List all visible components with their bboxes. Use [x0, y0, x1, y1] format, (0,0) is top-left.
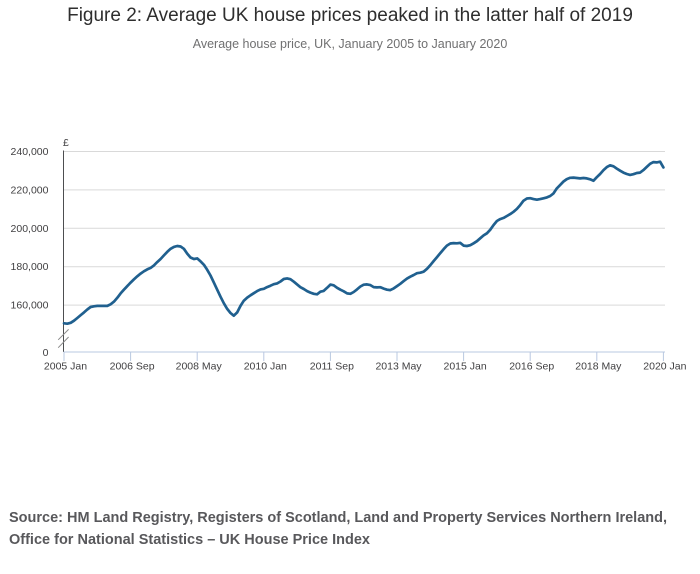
svg-text:180,000: 180,000 [11, 261, 49, 273]
svg-text:240,000: 240,000 [11, 146, 49, 158]
svg-text:220,000: 220,000 [11, 184, 49, 196]
svg-text:2015 Jan: 2015 Jan [443, 361, 486, 373]
svg-text:160,000: 160,000 [11, 300, 49, 312]
svg-text:2005 Jan: 2005 Jan [44, 361, 87, 373]
svg-text:2006 Sep: 2006 Sep [110, 361, 155, 373]
svg-text:2016 Sep: 2016 Sep [509, 361, 554, 373]
svg-text:2011 Sep: 2011 Sep [310, 361, 354, 373]
svg-text:2013 May: 2013 May [375, 361, 422, 373]
svg-text:2018 May: 2018 May [575, 361, 622, 373]
svg-text:0: 0 [43, 347, 49, 359]
svg-text:£: £ [63, 137, 69, 149]
svg-text:2010 Jan: 2010 Jan [244, 361, 287, 373]
svg-text:2020 Jan: 2020 Jan [643, 361, 686, 373]
svg-text:200,000: 200,000 [11, 223, 49, 235]
svg-text:2008 May: 2008 May [176, 361, 223, 373]
